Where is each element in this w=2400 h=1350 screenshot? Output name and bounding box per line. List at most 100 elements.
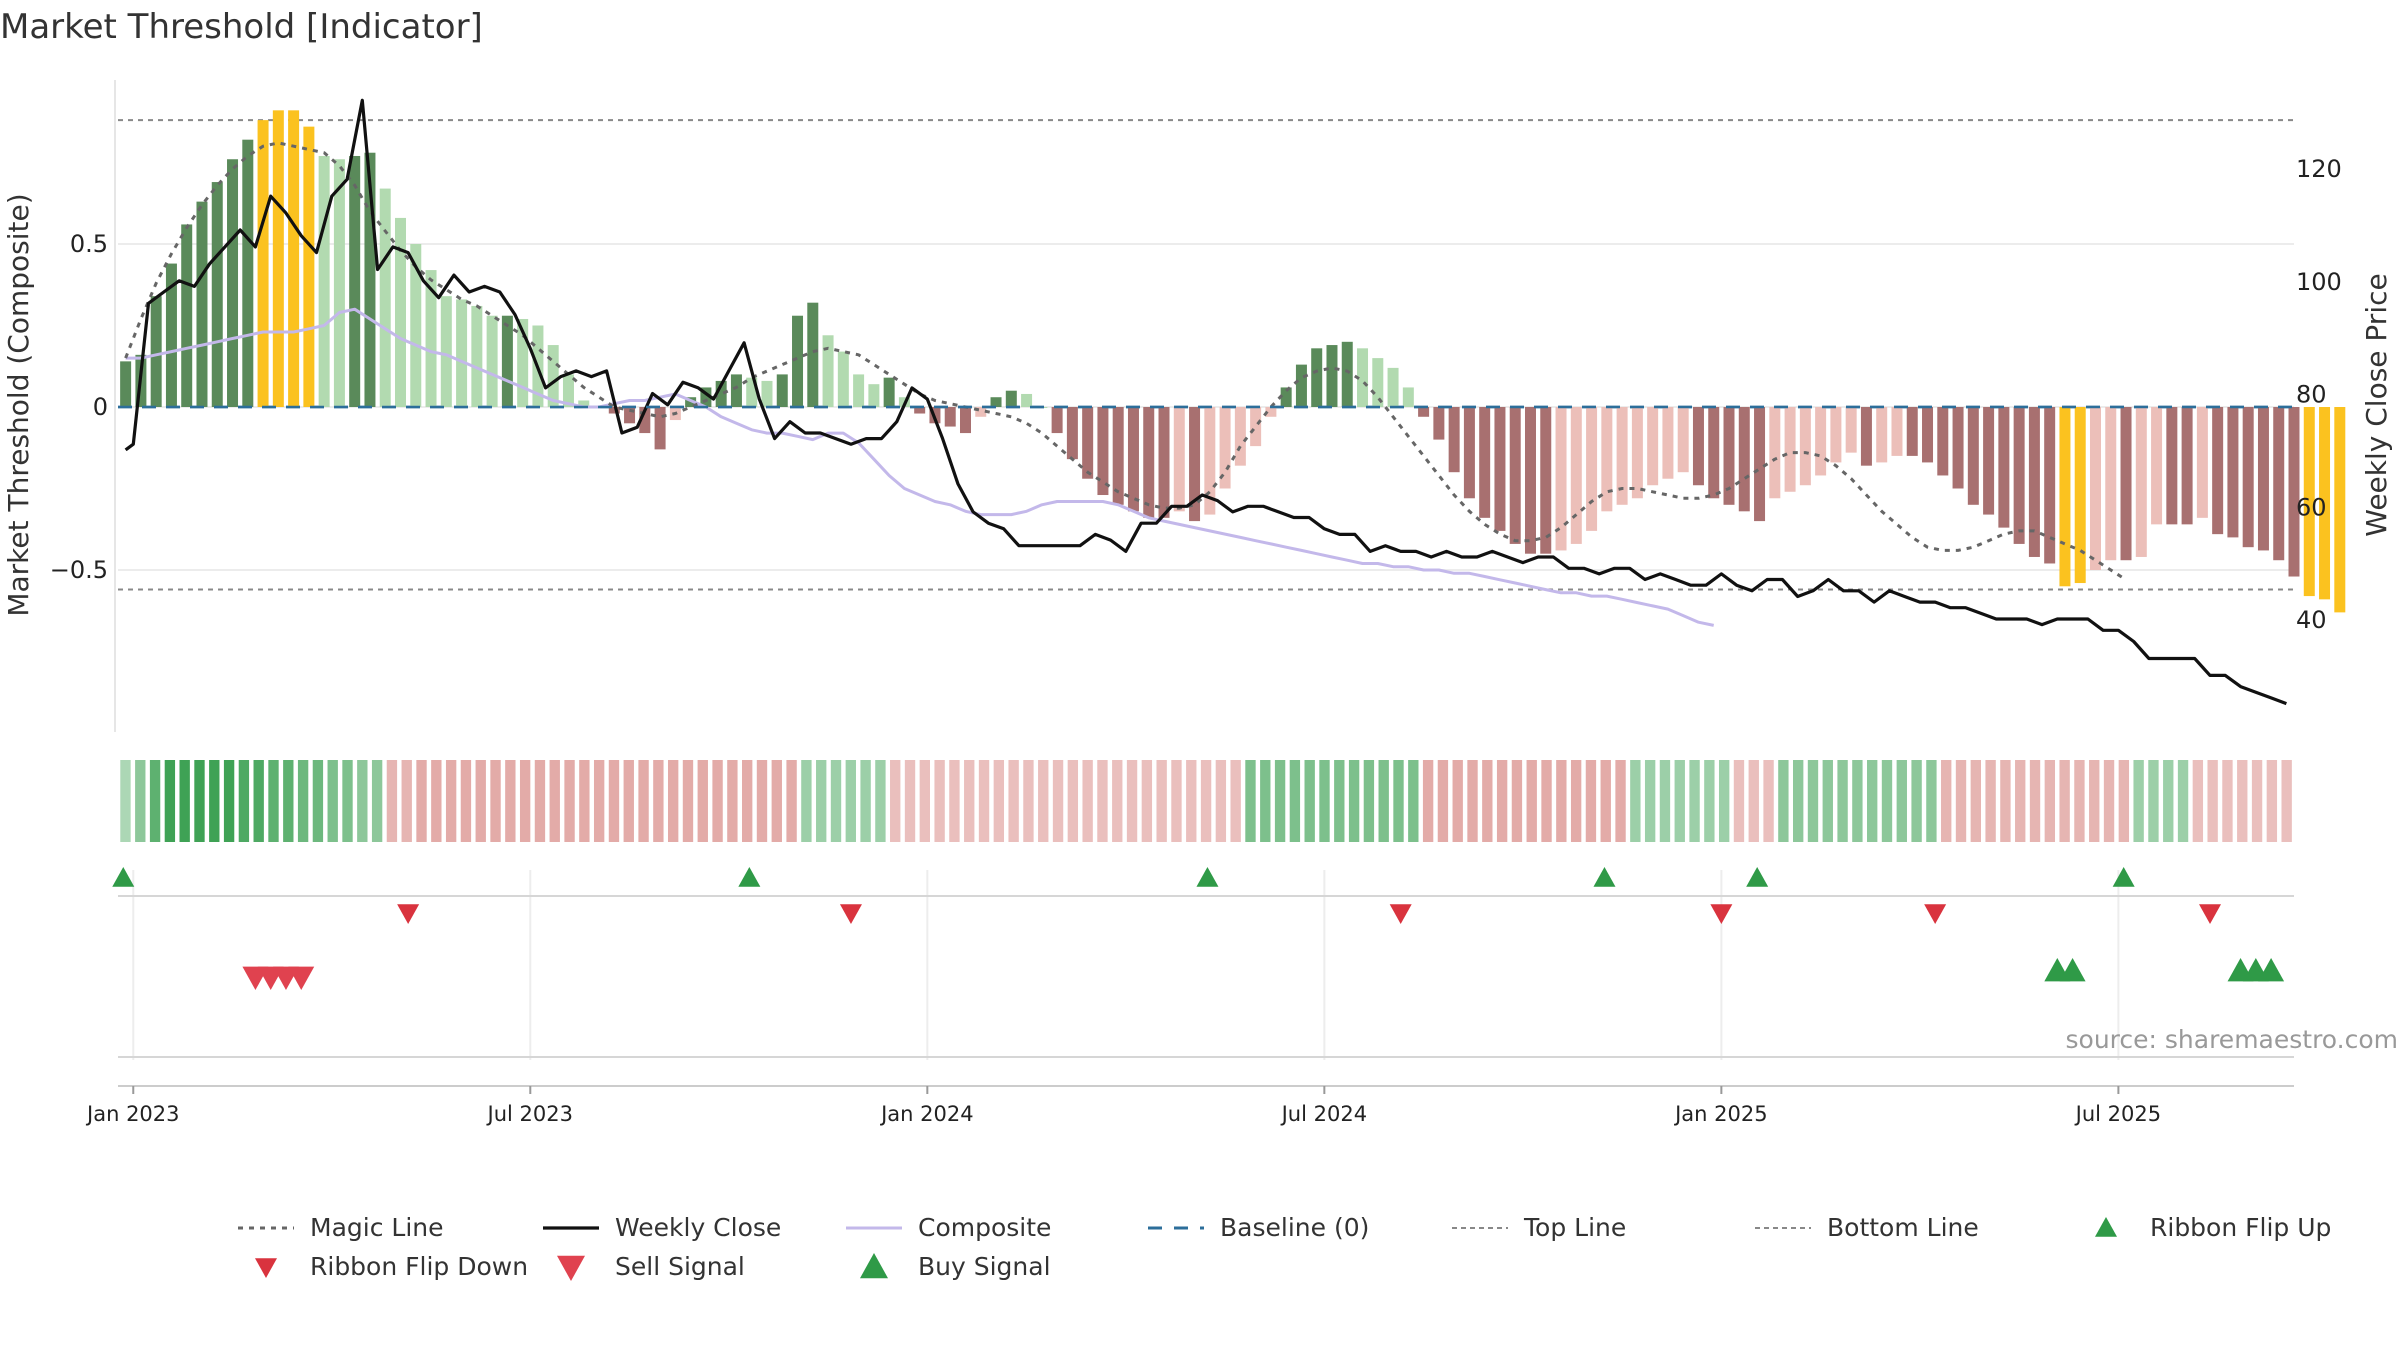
ribbon-cell [697,760,708,842]
composite-bar [1479,407,1491,518]
composite-bar [1524,407,1536,554]
composite-bar [914,407,926,414]
x-tick-label: Jul 2023 [486,1102,573,1126]
ribbon-flip-down-marker [1389,904,1412,924]
ribbon-cell [2207,760,2218,842]
ribbon-cell [579,760,590,842]
ribbon-cell [845,760,856,842]
composite-bar [1692,407,1704,486]
ribbon-cell [1289,760,1301,842]
legend-item-baseline: Baseline (0) [1148,1213,1369,1242]
legend-item-buy: Buy Signal [860,1252,1051,1281]
composite-bar [2257,407,2269,551]
composite-bar [1586,407,1598,531]
ribbon-cell [1334,760,1345,842]
ribbon-cell [1467,760,1478,842]
ribbon-cell [1526,760,1537,842]
legend-label: Baseline (0) [1220,1213,1369,1242]
ribbon-cell [505,760,516,842]
composite-bar [1876,407,1888,463]
composite-bar [883,377,895,407]
composite-bar [1265,407,1277,417]
composite-bar [486,315,498,407]
composite-bar [1219,407,1231,489]
ribbon-cell [1141,760,1153,842]
ribbon-cell [1274,760,1286,842]
ribbon-cell [1852,760,1863,842]
composite-bar [822,335,834,407]
ribbon-cell [682,760,694,842]
ribbon-cell [1482,760,1493,842]
y-axis-right-label: Weekly Close Price [2360,273,2393,536]
ribbon-cell [1822,760,1833,842]
composite-bar [2227,407,2239,538]
composite-bar [1509,407,1521,544]
composite-bar [624,407,636,424]
chart-title: Market Threshold [Indicator] [0,7,483,47]
ribbon-cell [875,760,886,842]
composite-bar [2105,407,2117,561]
ribbon-cell [919,760,930,842]
composite-bar [2135,407,2147,557]
ribbon-cell [1082,760,1093,842]
ribbon-cell [460,760,472,842]
ribbon-cell [1348,760,1360,842]
legend-label: Sell Signal [615,1252,745,1281]
ribbon-cell [756,760,768,842]
composite-bar [1738,407,1750,512]
composite-bar [1647,407,1659,486]
composite-bar [2319,407,2331,600]
composite-bar [1158,407,1170,518]
ribbon-cell [2059,760,2070,842]
ribbon-cell [964,760,975,842]
ribbon-cell [1052,760,1064,842]
composite-bar [318,155,330,407]
ribbon-cell [1733,760,1745,842]
composite-bar [1601,407,1613,512]
y-left-tick-label: −0.5 [50,556,108,584]
ribbon-cell [1600,760,1611,842]
ribbon-cell [623,760,634,842]
ribbon-cell [2103,760,2115,842]
ribbon-cell [1955,760,1967,842]
composite-bar [1555,407,1567,551]
ribbon-cell [667,760,679,842]
ribbon-cell [120,760,131,842]
legend: Magic Line Weekly Close Composite Baseline … [238,1213,2331,1281]
legend-label: Top Line [1523,1213,1626,1242]
ribbon-cell [934,760,945,842]
composite-bar [868,384,880,407]
composite-bar [196,201,208,407]
legend-item-flipdown: Ribbon Flip Down [255,1252,528,1281]
ribbon-cell [1941,760,1952,842]
ribbon-cell [1023,760,1034,842]
ribbon-cell [1689,760,1700,842]
composite-bar [303,126,315,407]
ribbon-cell [564,760,575,842]
ribbon-cell [2192,760,2204,842]
composite-bar [1922,407,1934,463]
composite-bar [562,374,574,407]
ribbon-cell [1393,760,1404,842]
ribbon-cell [1970,760,1981,842]
buy-signal-marker [2258,958,2285,982]
ribbon-cell [860,760,871,842]
composite-bar [1448,407,1460,473]
ribbon-cell [1496,760,1508,842]
y-right-tick-label: 120 [2296,155,2342,183]
composite-bar [1418,407,1430,417]
ribbon-cell [904,760,916,842]
composite-bar [1143,407,1155,518]
composite-bar [1891,407,1903,456]
ribbon-cell [1659,760,1671,842]
composite-bar [2151,407,2163,525]
composite-bars [120,110,2346,613]
ribbon-cell [1556,760,1567,842]
composite-bar [608,407,620,414]
ribbon-cell [297,760,309,842]
ribbon-cell [386,760,398,842]
composite-bar [730,374,742,407]
legend-item-composite: Composite [846,1213,1051,1242]
ribbon-cell [1630,760,1641,842]
composite-bar [1082,407,1094,479]
